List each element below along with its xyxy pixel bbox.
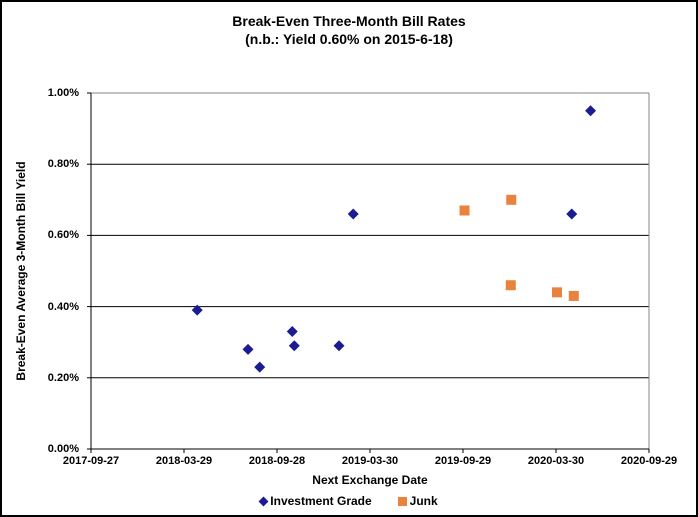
x-axis-tick-label: 2020-09-29 [620,455,678,467]
data-point-diamond [566,208,578,220]
x-axis-tick-label: 2019-03-30 [341,455,399,467]
x-axis-tick-label: 2019-09-29 [434,455,492,467]
data-point-square [552,287,563,298]
legend-item-junk: Junk [397,494,438,508]
chart-subtitle: (n.b.: Yield 0.60% on 2015-6-18) [245,31,453,47]
x-axis-tick-label: 2017-09-27 [62,455,120,467]
y-axis-tick-label: 0.20% [47,371,79,384]
data-point-diamond [347,208,359,220]
data-point-square [505,280,516,291]
y-axis-tick-label: 0.00% [47,443,79,455]
data-point-diamond [242,343,254,355]
data-point-diamond [585,105,597,117]
data-point-diamond [254,361,266,373]
legend-item-investment-grade: Investment Grade [258,494,372,508]
data-point-diamond [286,326,298,338]
legend: Investment Grade Junk [2,494,696,508]
y-axis-tick-label: 0.80% [47,158,79,171]
data-point-diamond [333,340,345,352]
diamond-marker-icon [258,496,269,506]
x-axis-tick-label: 2020-03-30 [527,455,585,467]
square-marker-icon [397,496,407,506]
data-point-square [506,194,517,205]
data-point-diamond [288,340,300,352]
x-axis-title: Next Exchange Date [312,473,428,487]
legend-label-investment-grade: Investment Grade [270,494,372,508]
title-block: Break-Even Three-Month Bill Rates (n.b.:… [2,12,696,48]
legend-label-junk: Junk [409,494,438,508]
y-axis-tick-label: 0.60% [47,229,79,242]
chart-title: Break-Even Three-Month Bill Rates [232,13,466,29]
x-axis-tick-label: 2018-03-29 [155,455,213,467]
x-axis-tick-label: 2018-09-28 [248,455,306,467]
data-point-diamond [191,304,203,316]
data-point-square [459,205,470,216]
y-axis-tick-label: 1.00% [47,87,79,99]
y-axis-tick-label: 0.40% [47,300,79,313]
data-point-square [568,290,579,301]
